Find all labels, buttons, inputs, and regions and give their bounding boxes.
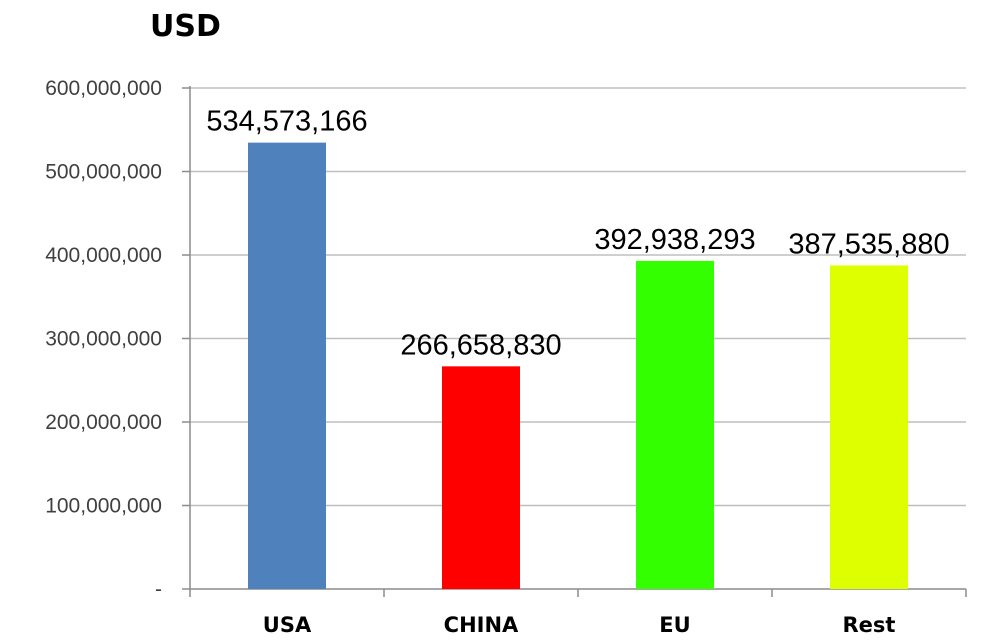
data-label: 534,573,166 bbox=[206, 106, 367, 138]
y-tick-label: 600,000,000 bbox=[45, 77, 162, 100]
data-label: 387,535,880 bbox=[788, 228, 949, 260]
x-tick-label: Rest bbox=[843, 613, 896, 637]
y-tick-label: 400,000,000 bbox=[45, 244, 162, 267]
x-tick-label: EU bbox=[659, 613, 690, 637]
bar-rest bbox=[830, 265, 908, 589]
data-labels: 534,573,166 266,658,830 392,938,293 387,535… bbox=[206, 106, 949, 362]
y-tick-label: 200,000,000 bbox=[45, 411, 162, 434]
y-tick-label: 500,000,000 bbox=[45, 161, 162, 184]
x-axis-tick-labels: USA CHINA EU Rest bbox=[263, 613, 896, 637]
chart-title: USD bbox=[150, 9, 221, 44]
bar-eu bbox=[636, 260, 714, 589]
data-label: 266,658,830 bbox=[400, 329, 561, 361]
y-tick-label: - bbox=[155, 578, 162, 601]
bars bbox=[248, 142, 908, 589]
bar-china bbox=[442, 366, 520, 589]
x-tick-label: USA bbox=[263, 613, 312, 637]
y-tick-label: 100,000,000 bbox=[45, 495, 162, 518]
x-tick-label: CHINA bbox=[444, 613, 519, 637]
y-axis-tick-labels: - 100,000,000 200,000,000 300,000,000 400,00… bbox=[45, 77, 162, 601]
y-tick-label: 300,000,000 bbox=[45, 328, 162, 351]
data-label: 392,938,293 bbox=[594, 224, 755, 256]
bar-usa bbox=[248, 142, 326, 589]
